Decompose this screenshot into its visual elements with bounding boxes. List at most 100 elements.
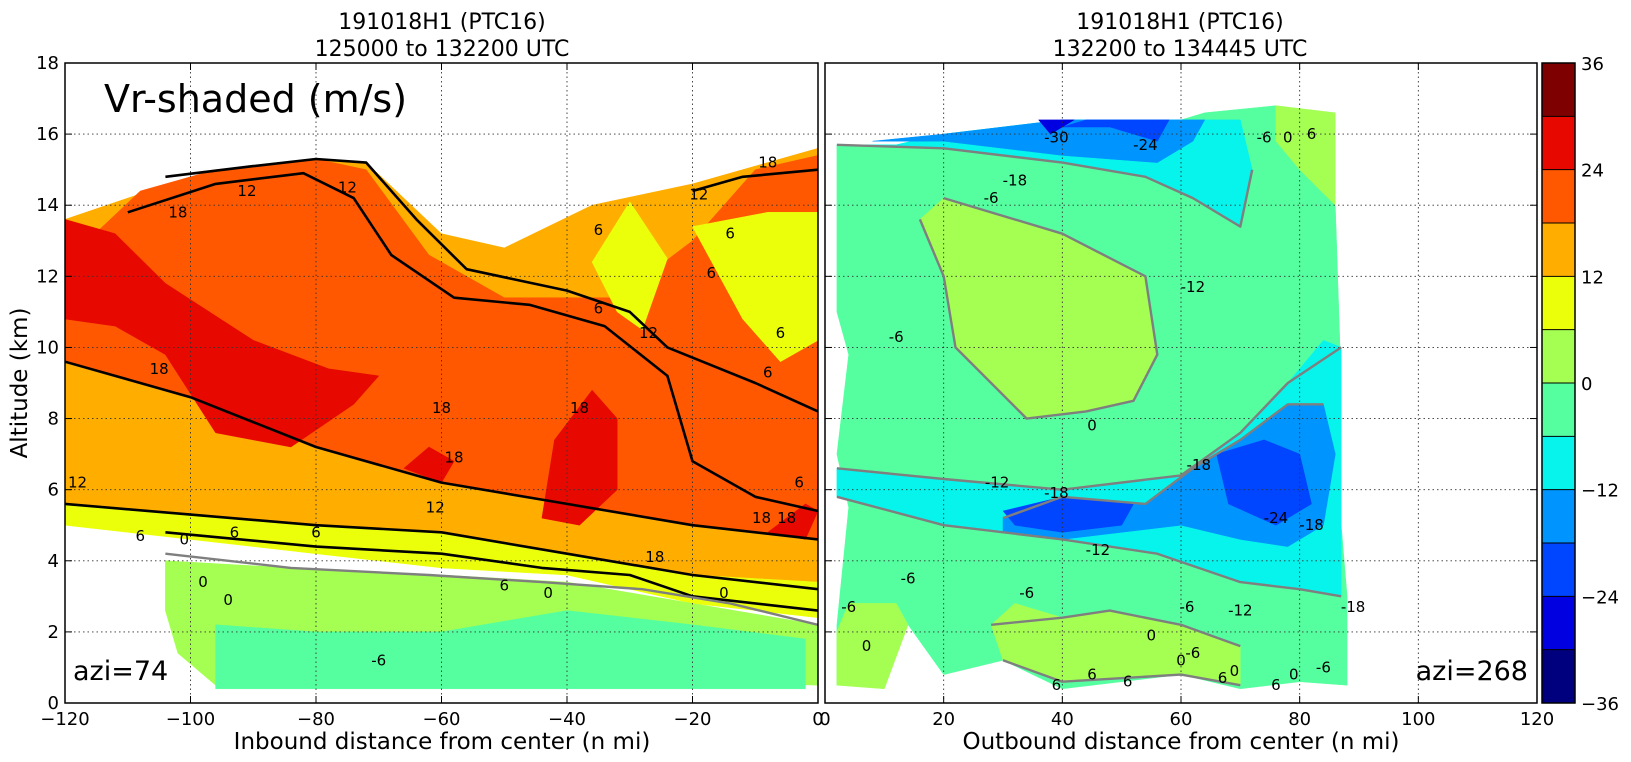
- left-x-tick-label-2: −80: [297, 709, 335, 730]
- left-region-7: [591, 201, 668, 331]
- right-contour-label-21: -18: [1341, 598, 1366, 616]
- right-x-tick-label-3: 60: [1170, 709, 1193, 730]
- right-x-tick-label-4: 80: [1288, 709, 1311, 730]
- right-plot-area: -30 -24-18-6-6 0 6-12-60-18-12-18-24 -18-12-…: [819, 62, 1554, 730]
- left-contour-label-14: 18: [570, 399, 589, 417]
- right-contour-1: [836, 346, 1342, 491]
- left-title-line2: 125000 to 132200 UTC: [315, 37, 570, 62]
- right-contour-label-27: 0: [1289, 666, 1299, 684]
- colorbar-tick-label-3: 0: [1581, 374, 1592, 395]
- right-contour-label-6: 6: [1307, 125, 1317, 143]
- left-contour-5: [165, 552, 818, 626]
- right-contour-label-3: -6: [984, 189, 999, 207]
- left-contour-label-5: 6: [594, 221, 604, 239]
- left-contour-label-10: 6: [776, 324, 786, 342]
- right-contour-label-23: 0: [1147, 626, 1157, 644]
- y-axis-label: Altitude (km): [7, 308, 33, 459]
- right-contour-label-28: -6: [1316, 658, 1331, 676]
- left-contour-label-2: 18: [168, 203, 187, 221]
- colorbar-segment-3: [1542, 489, 1575, 543]
- right-contour-4: [918, 196, 1159, 420]
- left-contour-label-20: 18: [777, 509, 796, 527]
- colorbar-tick-label-2: −12: [1581, 481, 1619, 502]
- right-contour-label-4: -6: [1257, 129, 1272, 147]
- right-contour-label-22: 0: [862, 637, 872, 655]
- right-region-11: [1062, 119, 1170, 142]
- left-x-tick-label-3: −60: [423, 709, 461, 730]
- right-contour-label-7: -12: [1181, 278, 1206, 296]
- y-tick-label-7: 14: [36, 195, 59, 216]
- y-tick-label-6: 12: [36, 266, 59, 287]
- right-contour-label-32: 6: [1218, 669, 1228, 687]
- colorbar-segment-6: [1542, 329, 1575, 383]
- left-contour-label-11: 6: [763, 363, 773, 381]
- left-contour-label-16: 12: [68, 474, 87, 492]
- colorbar-frame: [1541, 62, 1576, 704]
- right-x-tick-label-2: 40: [1051, 709, 1074, 730]
- right-contour-label-10: -18: [1187, 456, 1212, 474]
- right-region-4: [1275, 105, 1336, 206]
- colorbar-segment-8: [1542, 223, 1575, 277]
- right-contour-label-5: 0: [1283, 129, 1293, 147]
- colorbar-segment-10: [1542, 116, 1575, 170]
- right-title-line2: 132200 to 134445 UTC: [1053, 37, 1308, 62]
- left-region-3: [541, 389, 618, 526]
- left-contour-label-27: 0: [198, 573, 208, 591]
- right-contour-label-20: -12: [1228, 602, 1253, 620]
- left-region-8: [692, 212, 818, 363]
- left-contour-label-7: 6: [707, 264, 717, 282]
- right-x-tick-label-1: 20: [932, 709, 955, 730]
- right-contour-label-29: 6: [1052, 676, 1062, 694]
- left-contour-label-21: 6: [136, 527, 146, 545]
- left-contour-0: [65, 502, 818, 591]
- colorbar-tick-label-1: −24: [1581, 587, 1619, 608]
- left-contour-label-22: 0: [179, 530, 189, 548]
- left-contour-label-4: 18: [758, 154, 777, 172]
- right-contour-label-16: -6: [901, 570, 916, 588]
- right-contour-label-19: -6: [1179, 598, 1194, 616]
- left-contour-label-9: 12: [639, 324, 658, 342]
- left-region-10: [215, 610, 806, 690]
- left-contour-label-17: 6: [794, 474, 804, 492]
- colorbar-segment-11: [1542, 63, 1575, 117]
- colorbar-segment-5: [1542, 383, 1575, 437]
- left-x-tick-label-6: 0: [812, 709, 823, 730]
- left-contour-label-13: 18: [432, 399, 451, 417]
- left-contour-2: [165, 157, 818, 413]
- left-title-line1: 191018H1 (PTC16): [338, 10, 545, 35]
- right-region-2: [836, 603, 909, 690]
- right-title-line1: 191018H1 (PTC16): [1076, 10, 1283, 35]
- left-contour-3: [127, 171, 818, 513]
- right-contour-label-1: -24: [1133, 136, 1158, 154]
- left-x-axis-label: Inbound distance from center (n mi): [234, 729, 651, 755]
- right-azimuth-label: azi=268: [1416, 656, 1528, 687]
- y-tick-label-1: 2: [48, 622, 59, 643]
- right-contour-label-31: 6: [1123, 673, 1133, 691]
- right-x-axis-label: Outbound distance from center (n mi): [963, 729, 1400, 755]
- y-tick-label-4: 8: [48, 409, 59, 430]
- right-contour-label-17: -6: [1019, 584, 1034, 602]
- left-contour-label-6: 6: [725, 225, 735, 243]
- left-contour-label-28: 0: [223, 591, 233, 609]
- left-contour-label-23: 6: [230, 523, 240, 541]
- right-contour-6: [990, 609, 1241, 648]
- right-contour-label-15: -12: [1086, 541, 1111, 559]
- left-contour-label-24: 6: [311, 523, 321, 541]
- left-contour-label-15: 18: [445, 449, 464, 467]
- right-contour-label-9: 0: [1087, 417, 1097, 435]
- y-tick-label-0: 0: [48, 693, 59, 714]
- colorbar-segment-1: [1542, 596, 1575, 650]
- colorbar: −36 −24 −12 0 12 24 36: [1541, 54, 1619, 715]
- left-contour-label-19: 18: [752, 509, 771, 527]
- colorbar-segment-9: [1542, 169, 1575, 223]
- colorbar-tick-label-4: 12: [1581, 267, 1604, 288]
- left-contour-1: [65, 360, 818, 541]
- left-region-2: [65, 219, 380, 448]
- right-contour-label-26: 0: [1230, 662, 1240, 680]
- left-contour-label-1: 12: [338, 178, 357, 196]
- left-contour-label-30: 0: [719, 584, 729, 602]
- right-contour-label-2: -18: [1003, 171, 1028, 189]
- right-contour-label-13: -24: [1264, 509, 1289, 527]
